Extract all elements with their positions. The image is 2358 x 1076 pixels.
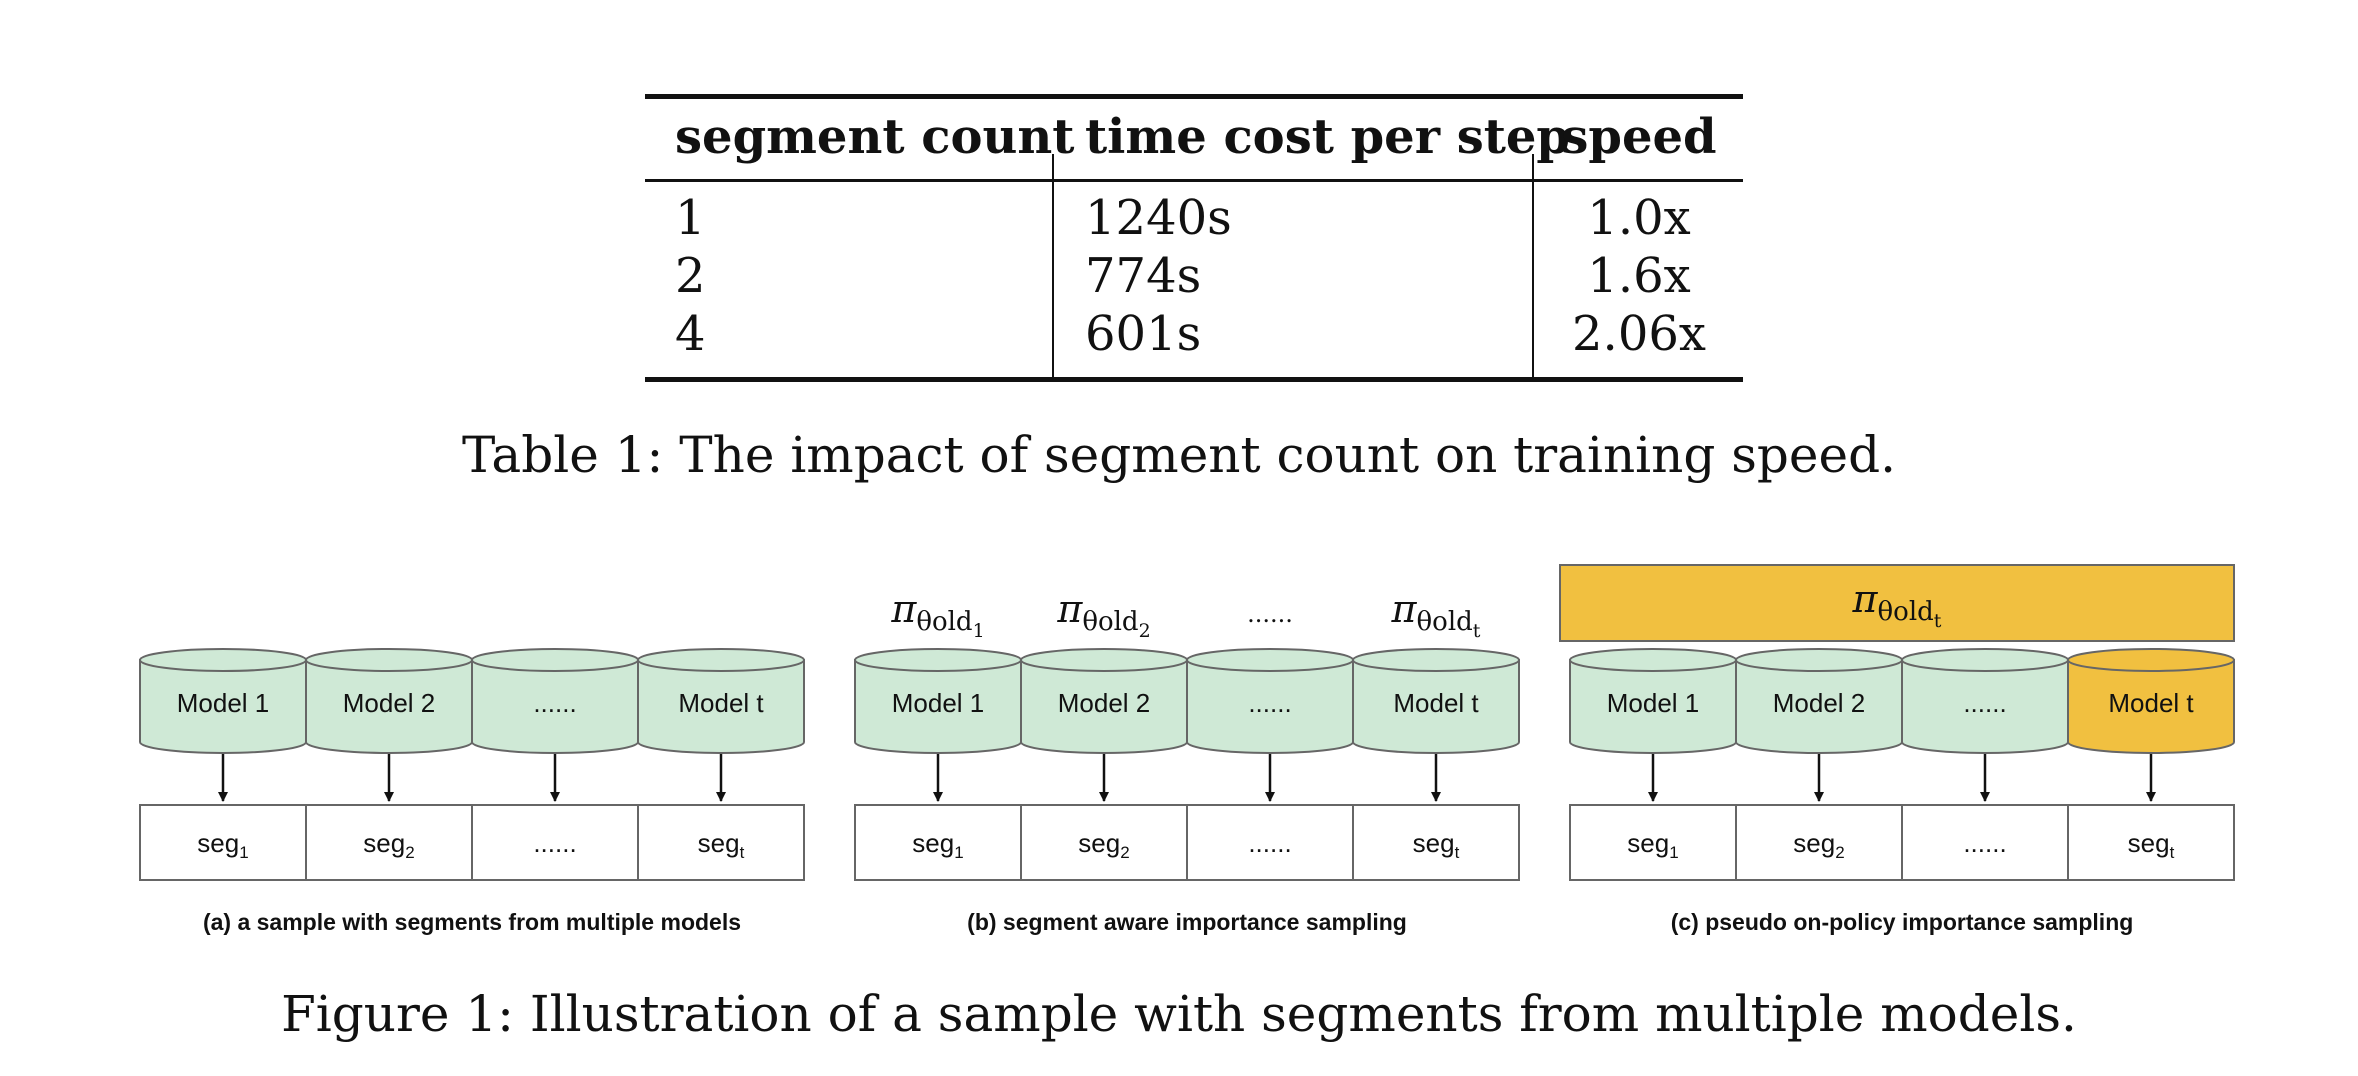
- segment-box: [471, 804, 639, 881]
- segment-label: seg1: [912, 828, 963, 862]
- model-cylinder: Model t: [2067, 648, 2235, 754]
- model-label: Model 2: [1058, 688, 1151, 718]
- model-label: ......: [1963, 688, 2006, 718]
- model-cylinder: ......: [471, 648, 639, 754]
- segment-box: [1352, 804, 1520, 881]
- model-cylinder: Model t: [1352, 648, 1520, 754]
- model-label: Model 1: [1607, 688, 1700, 718]
- segment-label: ......: [1248, 828, 1291, 858]
- segment-label: seg2: [1078, 828, 1129, 862]
- figure-panel: πθoldt Model 1 seg1 Model 2 seg2............…: [1559, 564, 2235, 935]
- table-caption: Table 1: The impact of segment count on …: [461, 426, 1897, 484]
- table-cell: 1: [675, 190, 706, 246]
- policy-label: πθold1: [890, 587, 984, 642]
- model-cylinder: Model 1: [139, 648, 307, 754]
- segment-box: [139, 804, 307, 881]
- table-cell: 2: [675, 248, 706, 304]
- table-header-speed: speed: [1561, 109, 1717, 165]
- model-label: Model t: [2108, 688, 2194, 718]
- table-cell: 601s: [1085, 306, 1202, 362]
- segment-box: [637, 804, 805, 881]
- model-cylinder: Model 2: [1735, 648, 1903, 754]
- table-bottom-rule: [645, 377, 1743, 382]
- model-cylinder: Model 2: [305, 648, 473, 754]
- panel-caption: (a) a sample with segments from multiple…: [203, 909, 741, 935]
- segment-label: ......: [533, 828, 576, 858]
- policy-label: πθoldt: [1391, 587, 1481, 642]
- table-cell: 1.6x: [1587, 248, 1691, 304]
- figure-panel: Model 1 seg1 πθold1 Model 2 seg2 πθold2......…: [854, 587, 1520, 935]
- segment-label: seg1: [197, 828, 248, 862]
- segment-box: [1020, 804, 1188, 881]
- segment-box: [1735, 804, 1903, 881]
- model-cylinder: ......: [1186, 648, 1354, 754]
- table-cell: 1.0x: [1587, 190, 1691, 246]
- table-top-rule: [645, 94, 1743, 99]
- model-label: Model t: [1393, 688, 1479, 718]
- figure-panel: Model 1 seg1 Model 2 seg2............ Model …: [139, 648, 805, 935]
- model-cylinder: Model 1: [1569, 648, 1737, 754]
- table-header-time-cost: time cost per step: [1085, 109, 1570, 165]
- model-label: Model 2: [343, 688, 436, 718]
- policy-banner-label: πθoldt: [1852, 577, 1942, 632]
- panel-caption: (b) segment aware importance sampling: [967, 909, 1407, 935]
- policy-label: ......: [1247, 600, 1293, 628]
- segment-label: seg2: [1793, 828, 1844, 862]
- model-cylinder: Model 2: [1020, 648, 1188, 754]
- table-cell: 4: [675, 306, 706, 362]
- segment-label: seg1: [1627, 828, 1678, 862]
- figure-caption: Figure 1: Illustration of a sample with …: [281, 985, 2077, 1043]
- segment-label: ......: [1963, 828, 2006, 858]
- segment-label: segt: [698, 828, 745, 862]
- table-header-rule: [645, 179, 1743, 182]
- policy-banner: [1559, 564, 2235, 642]
- segment-label: segt: [1413, 828, 1460, 862]
- table-header-segment-count: segment count: [675, 109, 1075, 165]
- segment-box: [2067, 804, 2235, 881]
- policy-label: πθold2: [1056, 587, 1150, 642]
- table-cell: 1240s: [1085, 190, 1232, 246]
- model-cylinder: Model t: [637, 648, 805, 754]
- segment-box: [854, 804, 1022, 881]
- model-cylinder: ......: [1901, 648, 2069, 754]
- model-label: ......: [1248, 688, 1291, 718]
- model-label: Model t: [678, 688, 764, 718]
- segment-box: [305, 804, 473, 881]
- model-label: ......: [533, 688, 576, 718]
- model-cylinder: Model 1: [854, 648, 1022, 754]
- results-table: segment count time cost per step speed 1…: [645, 94, 1743, 382]
- table-column-divider: [1052, 154, 1054, 379]
- panel-caption: (c) pseudo on-policy importance sampling: [1671, 909, 2134, 935]
- model-label: Model 1: [892, 688, 985, 718]
- segment-box: [1186, 804, 1354, 881]
- table-cell: 2.06x: [1572, 306, 1706, 362]
- segment-label: seg2: [363, 828, 414, 862]
- table-cell: 774s: [1085, 248, 1202, 304]
- model-label: Model 1: [177, 688, 270, 718]
- table-column-divider: [1532, 154, 1534, 379]
- model-label: Model 2: [1773, 688, 1866, 718]
- segment-label: segt: [2128, 828, 2175, 862]
